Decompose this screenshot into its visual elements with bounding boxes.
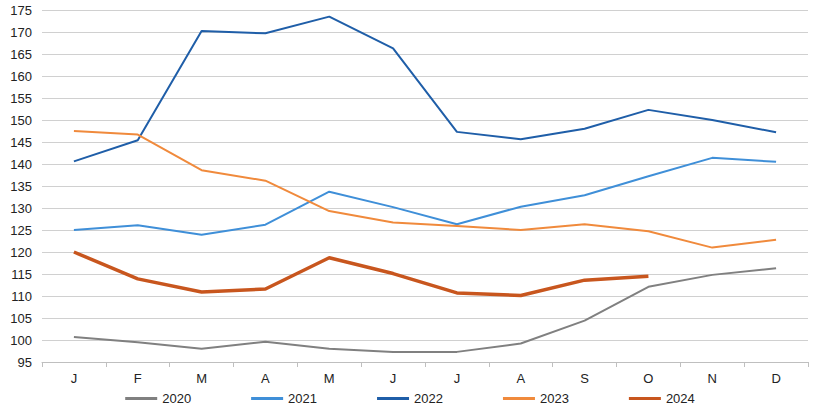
svg-text:175: 175 bbox=[10, 3, 32, 18]
svg-text:D: D bbox=[771, 371, 780, 386]
svg-text:J: J bbox=[390, 371, 397, 386]
svg-text:2024: 2024 bbox=[666, 391, 695, 406]
svg-text:J: J bbox=[71, 371, 78, 386]
svg-text:O: O bbox=[643, 371, 653, 386]
svg-text:125: 125 bbox=[10, 223, 32, 238]
svg-text:120: 120 bbox=[10, 245, 32, 260]
svg-text:145: 145 bbox=[10, 135, 32, 150]
svg-text:95: 95 bbox=[18, 355, 32, 370]
svg-text:160: 160 bbox=[10, 69, 32, 84]
svg-text:135: 135 bbox=[10, 179, 32, 194]
svg-text:155: 155 bbox=[10, 91, 32, 106]
svg-text:J: J bbox=[454, 371, 461, 386]
svg-text:165: 165 bbox=[10, 47, 32, 62]
svg-text:150: 150 bbox=[10, 113, 32, 128]
svg-text:2022: 2022 bbox=[414, 391, 443, 406]
svg-text:M: M bbox=[324, 371, 335, 386]
svg-text:2021: 2021 bbox=[288, 391, 317, 406]
svg-text:100: 100 bbox=[10, 333, 32, 348]
svg-text:130: 130 bbox=[10, 201, 32, 216]
svg-text:115: 115 bbox=[11, 267, 32, 282]
svg-text:105: 105 bbox=[10, 311, 32, 326]
svg-text:140: 140 bbox=[10, 157, 32, 172]
svg-text:N: N bbox=[708, 371, 717, 386]
svg-text:170: 170 bbox=[10, 25, 32, 40]
svg-text:M: M bbox=[196, 371, 207, 386]
svg-text:A: A bbox=[516, 371, 525, 386]
svg-text:S: S bbox=[580, 371, 589, 386]
svg-text:2023: 2023 bbox=[540, 391, 569, 406]
svg-text:110: 110 bbox=[11, 289, 32, 304]
svg-text:A: A bbox=[261, 371, 270, 386]
svg-text:2020: 2020 bbox=[162, 391, 191, 406]
svg-text:F: F bbox=[134, 371, 142, 386]
